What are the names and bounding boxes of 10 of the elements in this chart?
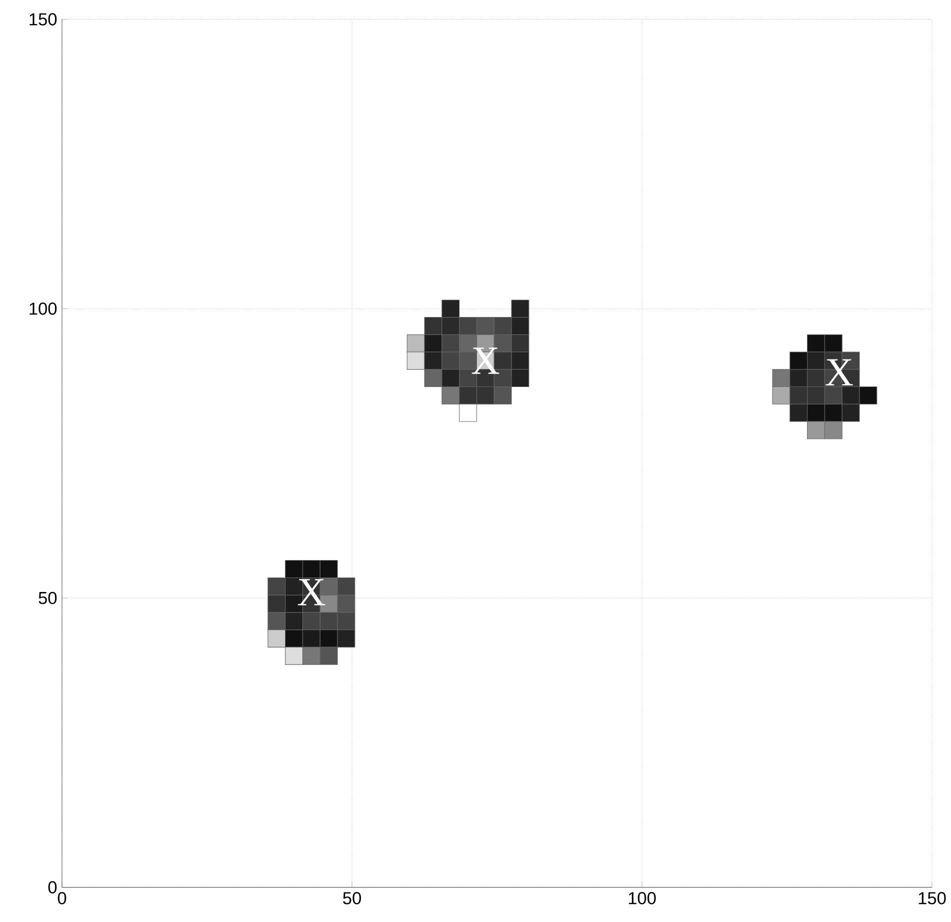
y-tick-label: 100: [30, 302, 57, 315]
x-tick-label: 150: [918, 892, 946, 904]
annotation: X: [298, 579, 326, 606]
y-tick-label: 50: [38, 592, 57, 604]
x-tick-label: 0: [58, 892, 66, 904]
y-tick-label: 150: [30, 13, 57, 26]
x-tick-label: 100: [628, 892, 656, 904]
y-tick-label: 0: [48, 881, 57, 894]
x-tick-label: 50: [343, 892, 361, 904]
annotation: X: [826, 359, 853, 386]
